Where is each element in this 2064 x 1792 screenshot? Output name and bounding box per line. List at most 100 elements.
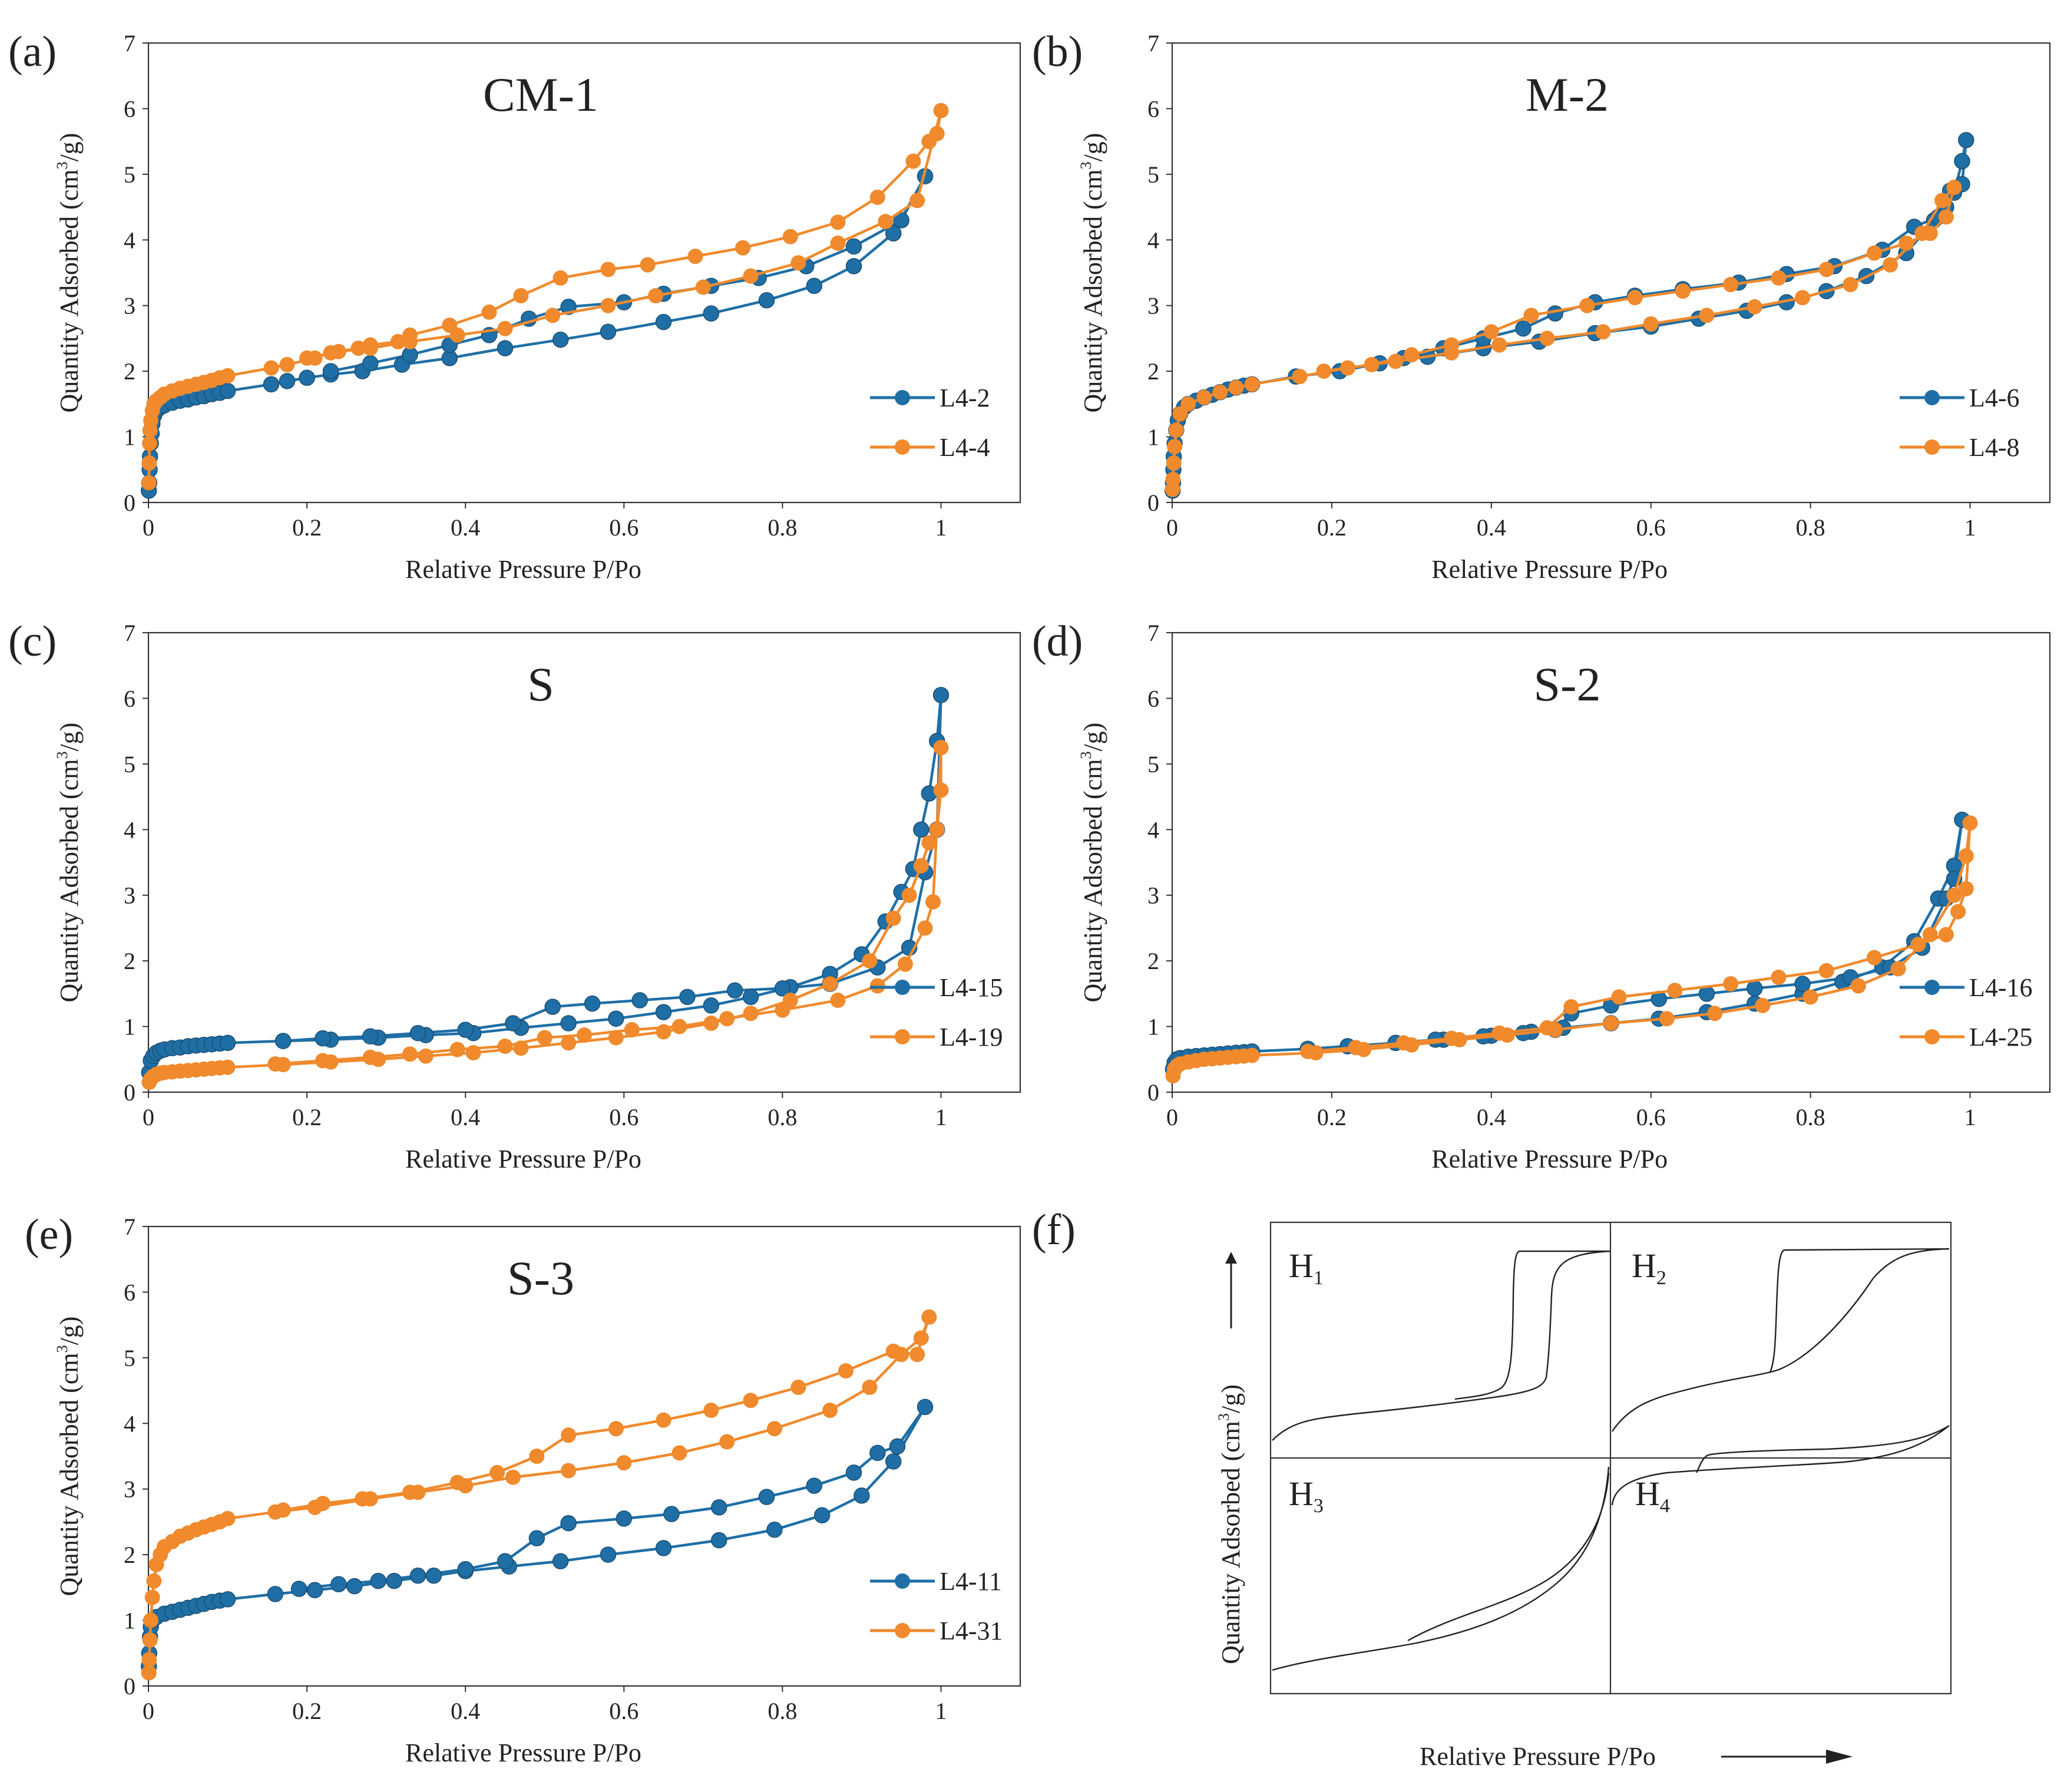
data-point [1898, 235, 1914, 251]
y-tick-label: 5 [124, 751, 135, 778]
data-point [315, 1030, 331, 1047]
data-point [775, 1002, 790, 1018]
y-tick-label: 6 [1147, 685, 1159, 712]
data-point [390, 334, 406, 349]
data-point [845, 238, 862, 255]
legend-label: L4-31 [940, 1616, 1003, 1645]
y-tick-label: 7 [124, 1214, 135, 1240]
legend-entry: L4-31 [870, 1616, 1003, 1645]
x-tick-label: 0.6 [609, 514, 639, 541]
data-point [869, 189, 885, 205]
data-point [552, 331, 569, 348]
data-point [1292, 369, 1308, 385]
data-point [1958, 881, 1974, 897]
data-point [561, 1427, 577, 1443]
data-point [830, 235, 846, 251]
data-point [1595, 324, 1611, 340]
legend-label: L4-15 [940, 973, 1003, 1002]
data-point [1316, 363, 1332, 379]
x-tick-label: 1 [1964, 514, 1976, 541]
data-point [616, 1455, 632, 1471]
data-point [497, 1553, 514, 1570]
data-point [220, 368, 236, 383]
data-point [267, 1056, 283, 1072]
data-point [1395, 1035, 1411, 1051]
data-point [1867, 950, 1882, 966]
data-point [1795, 290, 1811, 306]
data-point [1444, 337, 1460, 353]
data-point [766, 1421, 782, 1437]
x-tick-label: 0.6 [609, 1104, 639, 1130]
chart-title: CM-1 [483, 68, 598, 121]
plot-frame [147, 42, 1021, 504]
data-point [1180, 396, 1196, 412]
h4-desorption-curve [1695, 1424, 1950, 1473]
data-point [758, 1489, 775, 1505]
legend-swatch-marker [1924, 1029, 1940, 1044]
data-point [608, 1010, 624, 1027]
data-point [600, 323, 617, 340]
data-point [719, 1011, 735, 1027]
y-tick-label: 5 [124, 161, 135, 188]
y-tick-label: 2 [124, 358, 135, 385]
y-tick-label: 3 [124, 882, 135, 909]
legend-label: L4-16 [1969, 973, 2033, 1002]
data-point [600, 297, 616, 313]
data-point [219, 1591, 236, 1608]
x-axis-label: Relative Pressure P/Po [405, 555, 641, 584]
data-point [263, 376, 280, 393]
y-axis-label: Quantity Adsorbed (cm3/g) [54, 133, 84, 413]
data-point [929, 822, 945, 838]
data-point [905, 153, 921, 169]
data-point [1962, 815, 1978, 831]
data-point [505, 1015, 521, 1031]
data-point [1515, 320, 1532, 337]
legend-entry: L4-8 [1900, 433, 2020, 462]
data-point [220, 1059, 236, 1075]
data-point [1794, 976, 1811, 992]
legend-entry: L4-15 [870, 973, 1003, 1002]
data-point [1667, 983, 1683, 999]
data-point [913, 1330, 929, 1346]
data-point [306, 1582, 323, 1599]
y-tick-label: 3 [124, 293, 135, 319]
data-point [1890, 961, 1906, 977]
data-point [758, 292, 775, 309]
data-point [1699, 308, 1715, 323]
data-point [822, 1403, 838, 1418]
data-point [584, 995, 601, 1012]
data-point [656, 1024, 672, 1040]
y-tick-label: 4 [1147, 816, 1159, 843]
data-point [743, 268, 759, 284]
data-point [481, 304, 497, 320]
x-tick-label: 1 [935, 514, 947, 541]
legend-swatch-marker [895, 439, 910, 455]
data-point [1922, 927, 1938, 943]
data-point [553, 270, 568, 286]
data-point [655, 1004, 672, 1020]
data-point [1244, 1047, 1260, 1063]
y-tick-label: 0 [124, 490, 135, 516]
schematic-ylabel: Quantity Adsorbed (cm3/g) [1215, 1252, 1245, 1664]
data-point [897, 956, 913, 972]
chart-panel-e: (e) 0 1 2 3 4 5 6 7 0 0.2 0.4 0.6 0.8 1 Relative Pressu… [25, 1211, 1021, 1767]
series-line [1172, 821, 1972, 1076]
data-point [933, 782, 949, 798]
data-point [648, 288, 664, 303]
data-point [1946, 180, 1962, 196]
x-tick-label: 0 [1166, 514, 1178, 541]
data-point [290, 1581, 307, 1597]
data-point [1938, 927, 1954, 943]
data-point [1643, 316, 1659, 332]
series-L4-6 [1164, 132, 1974, 499]
data-point [710, 1499, 727, 1516]
y-tick-label: 3 [1147, 882, 1159, 909]
legend-swatch-marker [895, 980, 910, 995]
quadrant-h1-label: H1 [1289, 1247, 1324, 1289]
chart-title: S [527, 657, 554, 711]
data-point [703, 1016, 719, 1031]
y-tick-label: 4 [1147, 227, 1159, 253]
data-point [274, 1033, 292, 1049]
x-tick-label: 0 [143, 1698, 154, 1724]
data-point [279, 373, 296, 389]
